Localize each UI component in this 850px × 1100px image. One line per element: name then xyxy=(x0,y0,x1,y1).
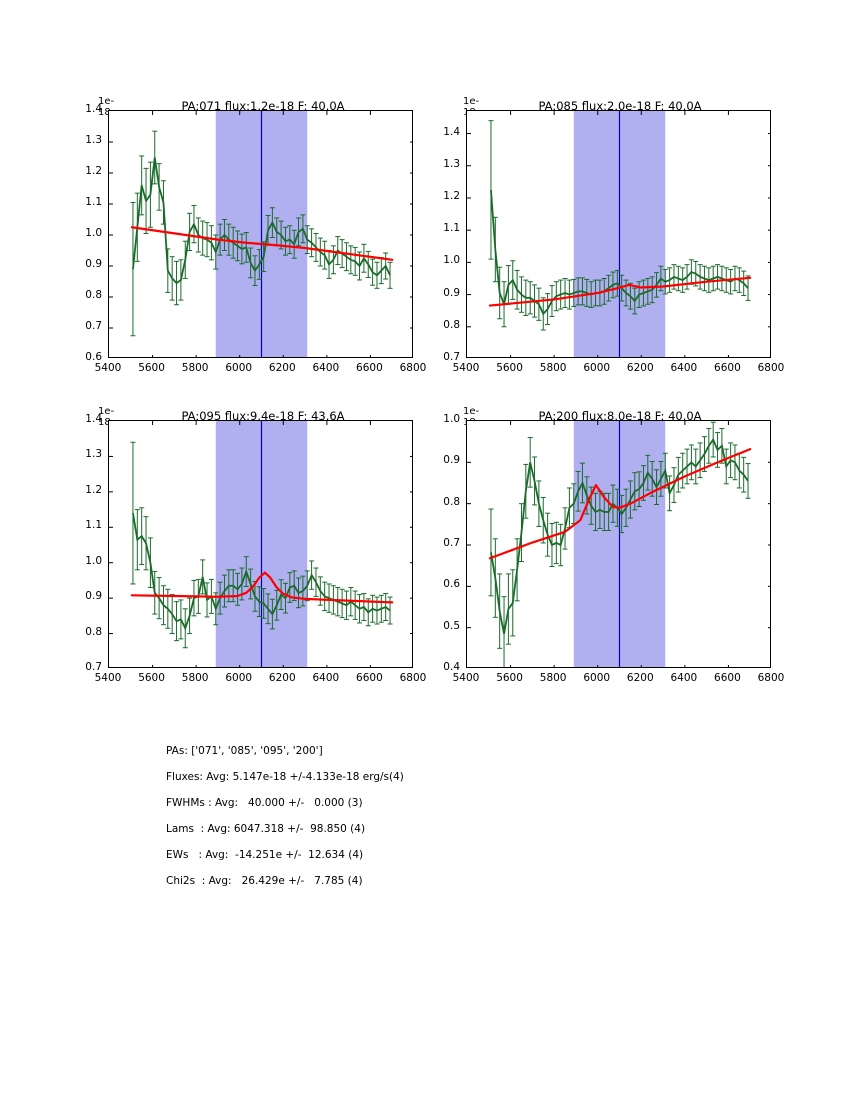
panel-title-line1: PA:200 flux:8.0e-18 F: 40.0A xyxy=(538,409,702,423)
x-tick-label: 6400 xyxy=(312,362,340,374)
model-fit-trace xyxy=(488,276,752,307)
y-tick-label: 1.4 xyxy=(443,125,460,138)
y-exponent-label: 1e-18 xyxy=(98,406,115,428)
y-tick-label: 1.4 xyxy=(85,103,102,115)
y-tick-label: 1.2 xyxy=(85,483,102,496)
y-tick-label: 1.1 xyxy=(85,196,102,208)
y-tick-label: 1.2 xyxy=(85,165,102,177)
x-tick-label: 5600 xyxy=(496,362,523,374)
y-tick-label: 0.9 xyxy=(85,258,102,270)
y-tick-label: 1.0 xyxy=(443,413,460,425)
x-tick-label: 6000 xyxy=(583,672,611,684)
y-tick-label: 1.1 xyxy=(443,222,460,235)
x-tick-label: 5400 xyxy=(94,672,122,684)
summary-line-fwhms: FWHMs : Avg: 40.000 +/- 0.000 (3) xyxy=(166,797,363,809)
spectrum-trace xyxy=(132,157,391,285)
y-tick-label: 0.8 xyxy=(443,495,460,508)
x-tick-label: 6800 xyxy=(757,672,785,684)
y-tick-label: 1.3 xyxy=(85,448,102,461)
y-tick-label: 0.9 xyxy=(443,286,460,299)
y-tick-label: 0.7 xyxy=(85,320,102,332)
x-tick-label: 6600 xyxy=(714,672,741,684)
plot-area-pa-200[interactable] xyxy=(466,420,771,668)
y-tick-label: 0.5 xyxy=(443,619,460,632)
x-tick-label: 6800 xyxy=(399,362,427,374)
y-tick-label: 0.9 xyxy=(85,590,102,603)
x-tick-label: 6400 xyxy=(670,672,698,684)
y-tick-label: 0.7 xyxy=(443,351,460,363)
panel-title-line1: PA:095 flux:9.4e-18 F: 43.6A xyxy=(181,409,345,423)
x-tick-label: 5800 xyxy=(181,362,209,374)
plot-area-pa-095[interactable] xyxy=(108,420,413,668)
y-tick-label: 1.0 xyxy=(85,554,102,567)
x-tick-label: 6400 xyxy=(312,672,340,684)
x-tick-label: 6600 xyxy=(356,672,383,684)
y-exponent-label: 1e-18 xyxy=(98,96,115,118)
y-tick-label: 0.9 xyxy=(443,454,460,467)
y-tick-label: 0.7 xyxy=(85,661,102,673)
y-tick-label: 1.1 xyxy=(85,519,102,532)
x-tick-label: 6800 xyxy=(399,672,427,684)
y-tick-label: 0.8 xyxy=(443,318,460,331)
panel-title-line1: PA:071 flux:1.2e-18 F: 40.0A xyxy=(181,99,345,113)
y-tick-label: 0.8 xyxy=(85,289,102,301)
x-tick-label: 5400 xyxy=(452,672,480,684)
y-tick-label: 1.0 xyxy=(85,227,102,239)
x-tick-label: 5600 xyxy=(138,362,165,374)
y-tick-label: 0.6 xyxy=(85,351,102,363)
x-tick-label: 6200 xyxy=(626,362,654,374)
x-tick-label: 6000 xyxy=(583,362,611,374)
y-tick-label: 0.4 xyxy=(443,661,460,673)
x-tick-label: 6800 xyxy=(757,362,785,374)
summary-line-chi2s: Chi2s : Avg: 26.429e +/- 7.785 (4) xyxy=(166,875,363,887)
summary-line-pas: PAs: ['071', '085', '095', '200'] xyxy=(166,745,323,757)
summary-statistics-block: PAs: ['071', '085', '095', '200'] Fluxes… xyxy=(166,738,586,894)
y-tick-label: 1.3 xyxy=(85,134,102,146)
y-tick-label: 1.2 xyxy=(443,189,460,202)
x-tick-label: 5800 xyxy=(539,362,567,374)
model-fit-trace xyxy=(130,226,394,261)
x-tick-label: 5800 xyxy=(539,672,567,684)
spectrum-trace xyxy=(132,512,391,631)
y-tick-label: 1.4 xyxy=(85,413,102,425)
model-fit-trace xyxy=(488,448,752,560)
plot-area-pa-085[interactable] xyxy=(466,110,771,358)
y-tick-label: 0.7 xyxy=(443,537,460,549)
x-tick-label: 5600 xyxy=(496,672,523,684)
summary-line-fluxes: Fluxes: Avg: 5.147e-18 +/-4.133e-18 erg/… xyxy=(166,771,404,783)
x-tick-label: 5400 xyxy=(94,362,122,374)
x-tick-label: 6200 xyxy=(626,672,654,684)
x-tick-label: 5400 xyxy=(452,362,480,374)
summary-line-ews: EWs : Avg: -14.251e +/- 12.634 (4) xyxy=(166,849,364,861)
x-tick-label: 5600 xyxy=(138,672,165,684)
plot-area-pa-071[interactable] xyxy=(108,110,413,358)
y-tick-label: 1.0 xyxy=(443,254,460,267)
x-tick-label: 5800 xyxy=(181,672,209,684)
x-tick-label: 6400 xyxy=(670,362,698,374)
x-tick-label: 6600 xyxy=(714,362,741,374)
y-tick-label: 1.3 xyxy=(443,157,460,170)
x-tick-label: 6000 xyxy=(225,362,253,374)
y-tick-label: 0.8 xyxy=(85,625,102,638)
summary-line-lams: Lams : Avg: 6047.318 +/- 98.850 (4) xyxy=(166,823,366,835)
x-tick-label: 6200 xyxy=(268,672,296,684)
panel-title-line1: PA:085 flux:2.0e-18 F: 40.0A xyxy=(538,99,702,113)
spectrum-trace xyxy=(490,437,749,635)
x-tick-label: 6200 xyxy=(268,362,296,374)
model-fit-trace xyxy=(130,571,394,604)
x-tick-label: 6600 xyxy=(356,362,383,374)
x-tick-label: 6000 xyxy=(225,672,253,684)
y-tick-label: 0.6 xyxy=(443,578,460,591)
